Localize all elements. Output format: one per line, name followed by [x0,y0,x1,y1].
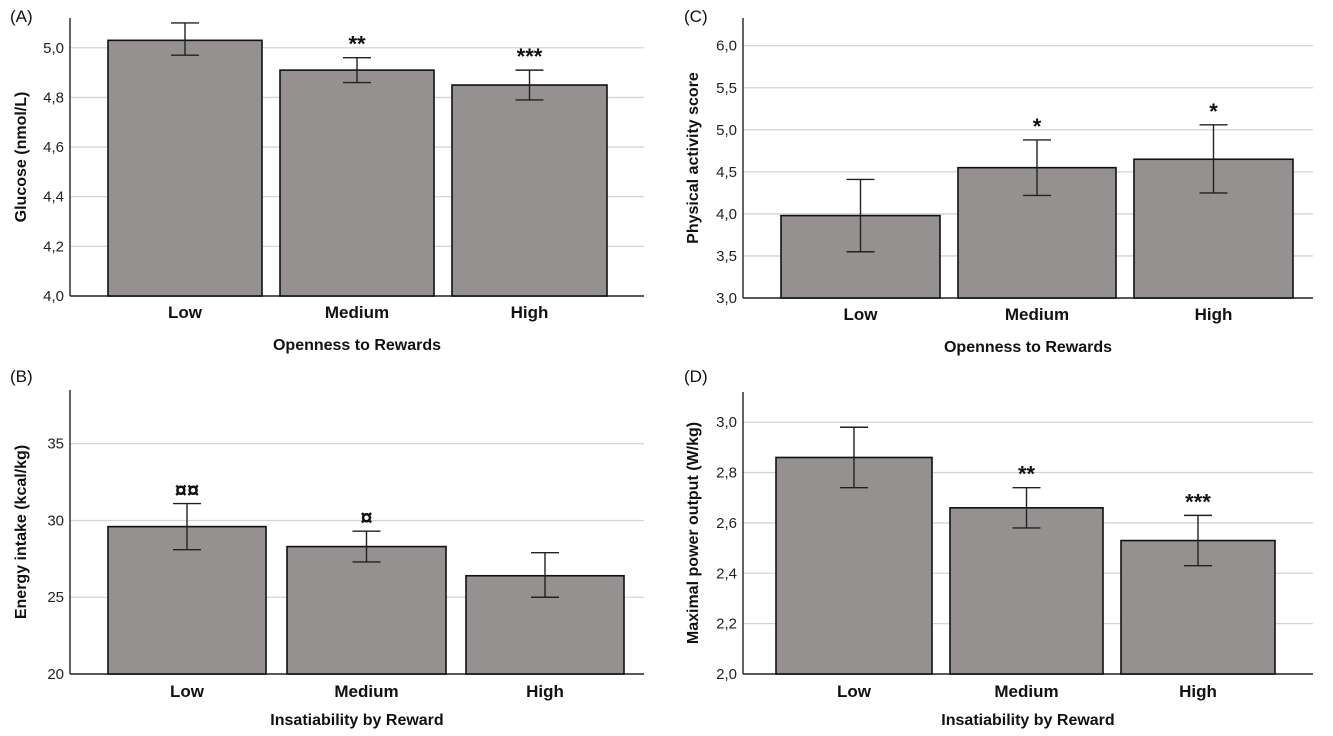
chart-panel-c: (C) 3,0 3,5 4,0 4,5 5,0 5,5 6,0 Low * Medium * High O… [684,7,1313,356]
x-category-label: Medium [325,303,389,322]
significance-mark: ** [1018,462,1036,487]
significance-mark: ¤ [360,505,372,530]
y-axis-title: Physical activity score [685,72,702,244]
x-category-label: Medium [994,682,1058,701]
y-tick-label: 35 [47,436,64,453]
y-tick-label: 5,5 [716,80,737,97]
y-tick-label: 4,0 [43,288,64,305]
x-axis-title: Insatiability by Reward [270,712,443,729]
chart-panel-d: (D) 2,0 2,2 2,4 2,6 2,8 3,0 Low ** Medium *** High I… [684,367,1313,729]
y-tick-label: 2,0 [716,666,737,683]
x-category-label: Medium [334,682,398,701]
y-tick-label: 4,4 [43,189,64,206]
chart-panel-a: (A) 4,0 4,2 4,4 4,6 4,8 5,0 Low ** Medium *** High O… [10,7,644,354]
y-tick-label: 6,0 [716,38,737,55]
y-axis-title: Glucose (nmol/L) [13,92,30,223]
significance-mark: * [1209,99,1218,124]
panel-label: (C) [684,7,708,26]
y-tick-label: 2,4 [716,565,737,582]
x-category-label: Low [170,682,205,701]
x-category-label: Medium [1005,305,1069,324]
panel-label: (B) [10,367,33,386]
y-tick-label: 3,0 [716,414,737,431]
x-category-label: High [1179,682,1217,701]
y-tick-label: 4,6 [43,139,64,156]
y-tick-label: 5,0 [43,40,64,57]
x-axis-title: Openness to Rewards [944,339,1112,356]
significance-mark: ¤¤ [175,478,199,503]
x-category-label: Low [837,682,872,701]
bar-medium [949,507,1104,675]
chart-panel-b: (B) 20 25 30 35 ¤¤ Low ¤ Medium High Insatiability… [10,367,644,729]
y-axis-title: Maximal power output (W/kg) [685,422,702,644]
y-tick-label: 4,8 [43,89,64,106]
y-tick-label: 5,0 [716,122,737,139]
significance-mark: *** [1185,489,1211,514]
bar-low [775,456,933,675]
y-axis-title: Energy intake (kcal/kg) [13,445,30,619]
x-category-label: Low [844,305,879,324]
x-axis-title: Openness to Rewards [273,337,441,354]
significance-mark: * [1033,114,1042,139]
y-tick-label: 2,6 [716,515,737,532]
y-tick-label: 2,2 [716,616,737,633]
x-axis-title: Insatiability by Reward [941,712,1114,729]
panel-label: (D) [684,367,708,386]
y-tick-label: 2,8 [716,465,737,482]
y-tick-label: 3,0 [716,290,737,307]
x-category-label: High [1195,305,1233,324]
x-category-label: High [511,303,549,322]
y-tick-label: 3,5 [716,248,737,265]
bar-high [451,84,608,297]
y-tick-label: 4,0 [716,206,737,223]
y-tick-label: 20 [47,666,64,683]
x-category-label: High [526,682,564,701]
bar-medium [279,69,435,297]
bar-low [107,39,263,297]
x-category-label: Low [168,303,203,322]
panel-label: (A) [10,7,33,26]
y-tick-label: 30 [47,512,64,529]
y-tick-label: 4,2 [43,238,64,255]
bar-low [107,525,267,675]
significance-mark: ** [348,32,366,57]
bar-medium [286,545,447,675]
y-tick-label: 25 [47,589,64,606]
y-tick-label: 4,5 [716,164,737,181]
significance-mark: *** [517,44,543,69]
